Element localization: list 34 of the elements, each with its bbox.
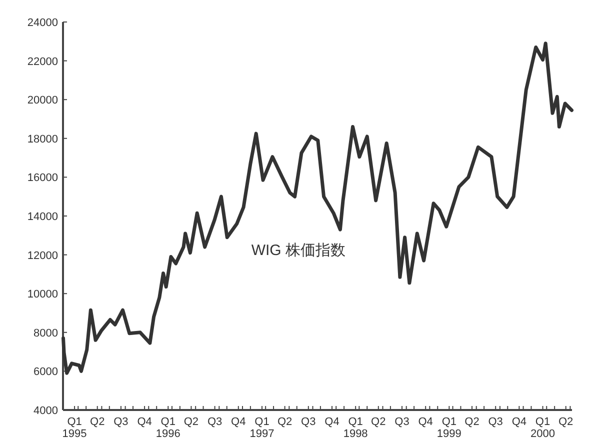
ytick-label: 12000 bbox=[27, 250, 58, 262]
ytick-label: 24000 bbox=[27, 17, 58, 29]
xtick-label: Q1 1996 bbox=[156, 416, 180, 440]
ytick-label: 20000 bbox=[27, 94, 58, 107]
ytick-label: 18000 bbox=[27, 133, 58, 146]
xtick-label: Q2 bbox=[184, 416, 199, 428]
ytick-label: 8000 bbox=[34, 327, 58, 340]
xtick-label: Q4 bbox=[512, 416, 527, 428]
xtick-label: Q4 bbox=[418, 416, 433, 428]
ytick-label: 4000 bbox=[34, 405, 58, 417]
ytick-label: 16000 bbox=[27, 172, 58, 184]
xtick-label: Q1 1995 bbox=[62, 416, 87, 440]
xtick-label: Q4 bbox=[231, 416, 246, 428]
xtick-label: Q3 bbox=[207, 416, 222, 428]
xtick-label: Q3 bbox=[301, 416, 316, 428]
xtick-label: Q2 bbox=[277, 416, 292, 428]
xtick-label: Q1 1998 bbox=[343, 416, 368, 440]
xtick-label: Q3 bbox=[488, 416, 503, 428]
xtick-label: Q4 bbox=[324, 416, 340, 428]
xtick-label: Q2 bbox=[464, 416, 480, 428]
series-name: WIG 株価指数 bbox=[251, 242, 346, 259]
xtick-label: Q3 bbox=[394, 416, 410, 428]
ytick-label: 6000 bbox=[34, 366, 58, 378]
xtick-label: Q4 bbox=[137, 416, 152, 428]
xtick-label: Q1 1999 bbox=[436, 416, 462, 440]
ytick-label: 14000 bbox=[27, 211, 58, 223]
ytick-label: 22000 bbox=[27, 56, 58, 68]
xtick-label: Q2 bbox=[558, 416, 574, 428]
ytick-label: 10000 bbox=[27, 288, 58, 301]
xtick-label: Q2 bbox=[90, 416, 105, 428]
xtick-label: Q3 bbox=[114, 416, 128, 428]
xtick-label: Q1 1997 bbox=[250, 416, 274, 440]
xtick-label: Q2 bbox=[371, 416, 386, 428]
xtick-label: Q1 2000 bbox=[530, 416, 555, 440]
